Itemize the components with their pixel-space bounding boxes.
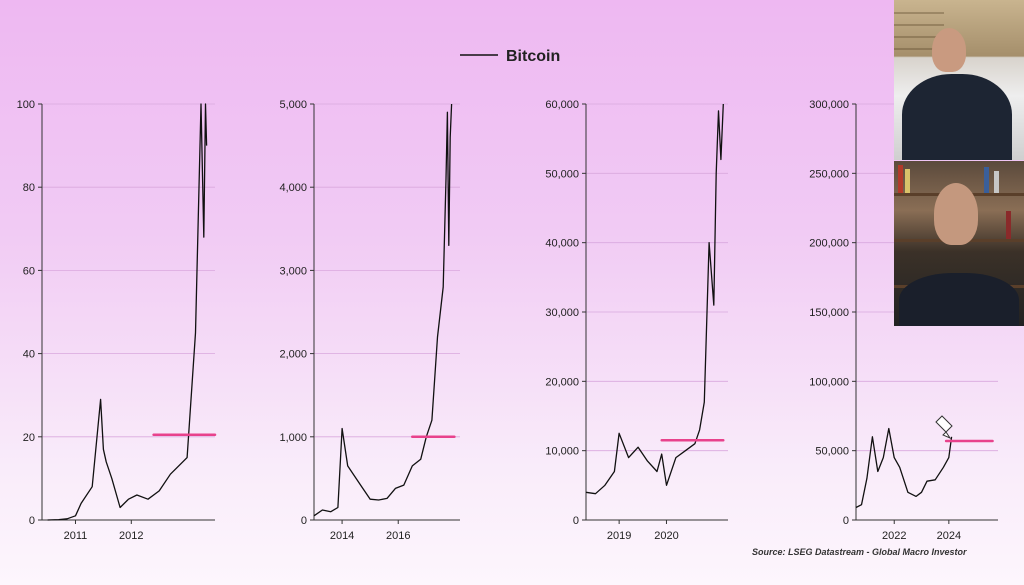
y-tick-label: 0 [29,515,35,527]
y-tick-label: 2,000 [279,349,307,361]
y-tick-label: 100,000 [809,376,849,388]
x-tick-label: 2019 [607,530,631,542]
y-tick-label: 4,000 [279,182,307,194]
window-blind [894,24,944,26]
video-participant-2[interactable] [894,161,1024,326]
participant-2-body [899,273,1019,326]
legend-label: Bitcoin [506,48,560,65]
book [994,171,999,193]
source-note: Source: LSEG Datastream - Global Macro I… [752,547,967,557]
window-blind [894,48,944,50]
y-tick-label: 20 [23,432,35,444]
y-tick-label: 60,000 [545,99,579,111]
participant-1-head [932,28,966,72]
window-blind [894,36,944,38]
y-tick-label: 0 [301,515,307,527]
x-tick-label: 2011 [64,530,88,542]
x-tick-label: 2022 [882,530,906,542]
bitcoin-price-line [855,427,953,509]
book [984,167,989,193]
y-tick-label: 40,000 [545,238,579,250]
y-tick-label: 0 [573,515,579,527]
bitcoin-price-line [313,103,453,517]
window-blind [894,12,944,14]
video-participant-1[interactable] [894,0,1024,160]
y-tick-label: 50,000 [815,446,849,458]
chart-panel-3: 0 10,000 20,000 30,000 40,000 50,000 60,000 201… [545,99,728,542]
x-tick-label: 2024 [937,530,961,542]
book [905,169,910,193]
y-tick-label: 50,000 [545,168,579,180]
chart-panel-1: 0 20 40 60 80 100 2011 2012 [17,99,217,542]
y-tick-label: 30,000 [545,307,579,319]
bitcoin-price-line [585,103,724,495]
chart-panel-2: 0 1,000 2,000 3,000 4,000 5,000 2014 2016 [279,99,460,542]
y-tick-label: 200,000 [809,238,849,250]
x-tick-label: 2020 [654,530,678,542]
y-tick-label: 3,000 [279,265,307,277]
y-tick-label: 100 [17,99,35,111]
x-tick-label: 2012 [119,530,143,542]
x-tick-label: 2014 [330,530,354,542]
y-tick-label: 0 [843,515,849,527]
pencil-cursor-icon [935,415,953,440]
x-tick-label: 2016 [386,530,410,542]
y-tick-label: 40 [23,349,35,361]
y-tick-label: 20,000 [545,376,579,388]
book [898,165,903,193]
chart-legend: Bitcoin [460,48,560,65]
participant-1-body [902,74,1012,160]
y-tick-label: 80 [23,182,35,194]
y-tick-label: 300,000 [809,99,849,111]
y-tick-label: 60 [23,265,35,277]
bitcoin-price-line [47,103,208,521]
y-tick-label: 250,000 [809,168,849,180]
y-tick-label: 1,000 [279,432,307,444]
chart-panels: 0 20 40 60 80 100 2011 2012 0 1,000 2,000 3,000 4,00… [17,99,998,542]
y-tick-label: 150,000 [809,307,849,319]
book [1006,211,1011,239]
y-tick-label: 10,000 [545,446,579,458]
participant-2-head [934,183,978,245]
y-tick-label: 5,000 [279,99,307,111]
